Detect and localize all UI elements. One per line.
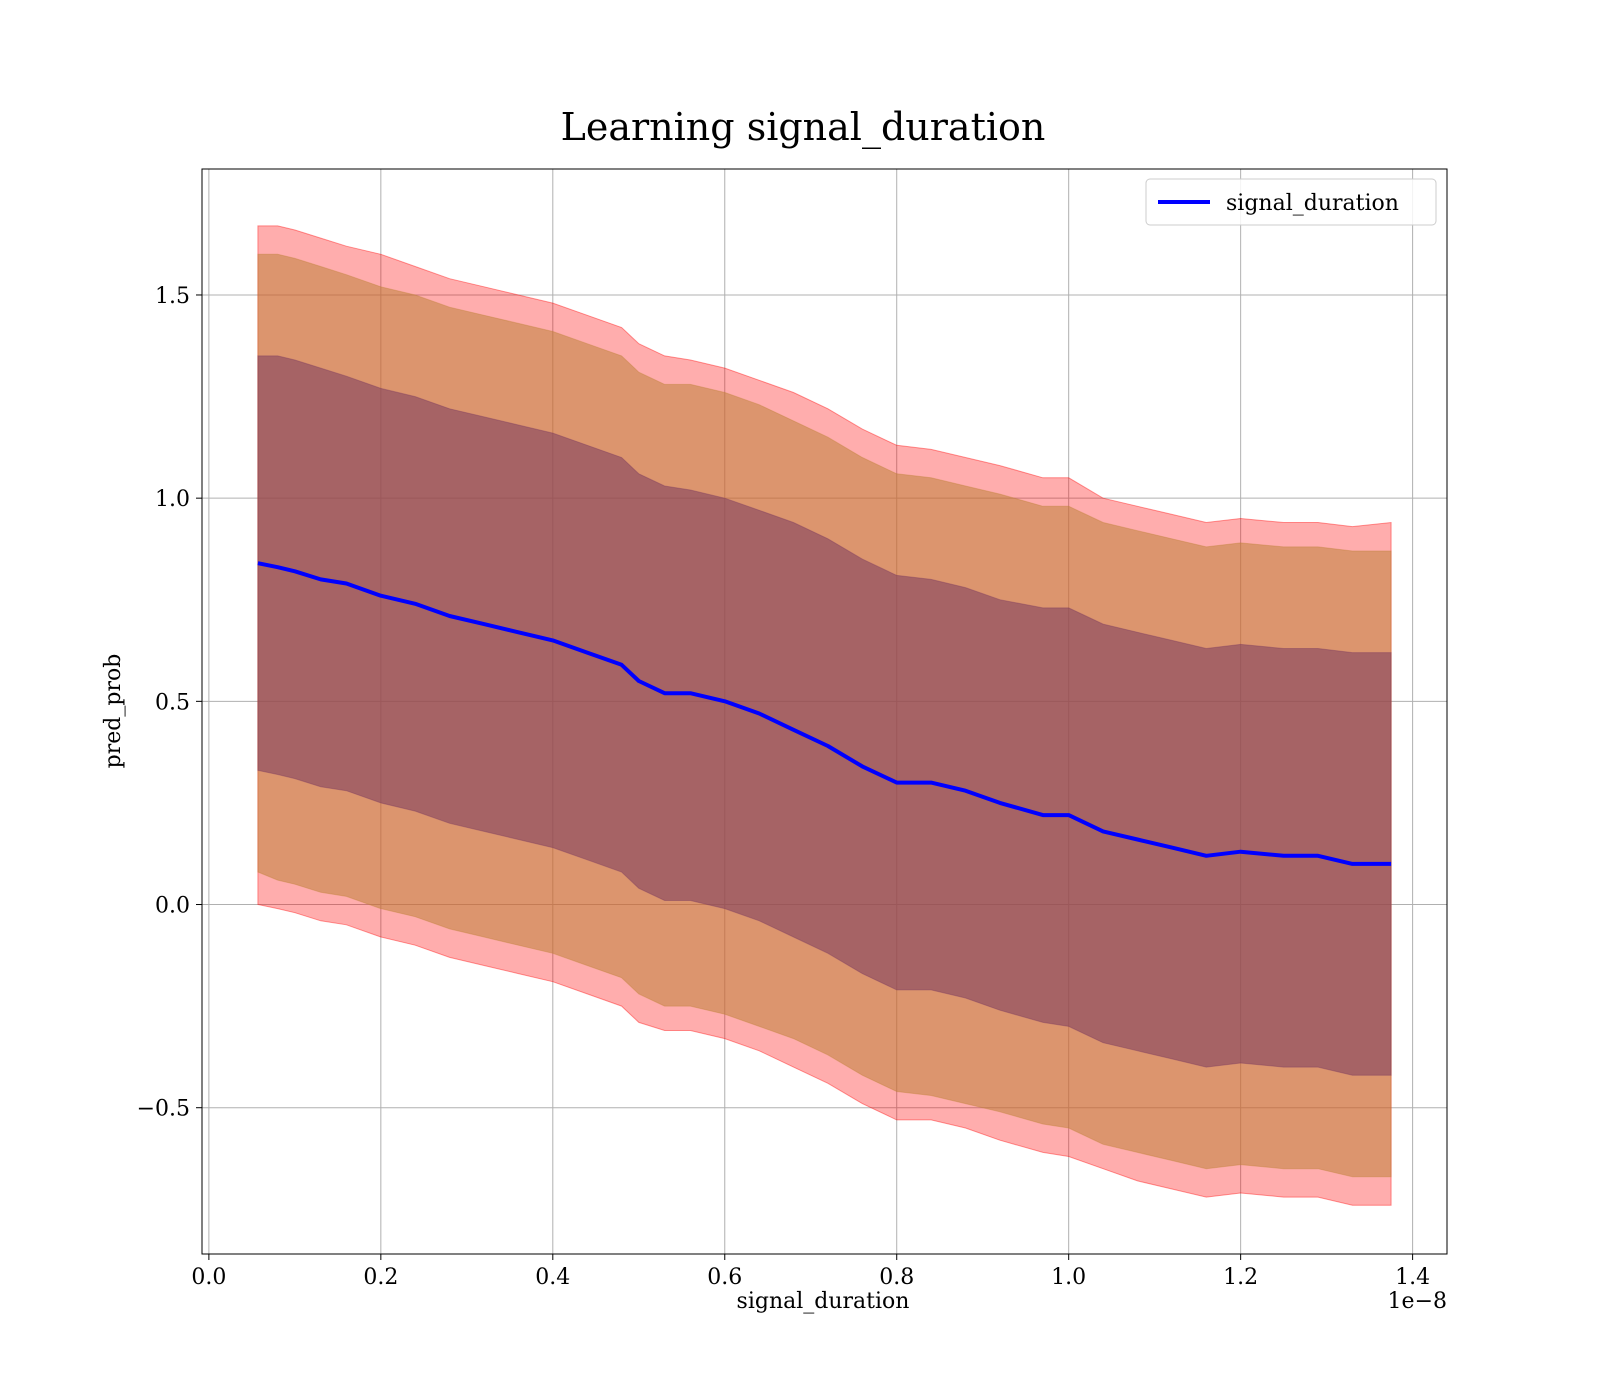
x-tick-label: 1.0 <box>1051 1265 1086 1290</box>
band-inner <box>257 355 1392 1076</box>
chart-title: Learning signal_duration <box>561 105 1046 150</box>
y-tick-label: 0.0 <box>155 894 190 919</box>
x-tick-label: 1.2 <box>1223 1265 1258 1290</box>
x-tick-label: 0.6 <box>707 1265 742 1290</box>
x-tick-label: 0.0 <box>191 1265 226 1290</box>
y-tick-label: 1.0 <box>155 487 190 512</box>
y-tick-label: 1.5 <box>155 284 190 309</box>
y-axis-label: pred_prob <box>101 654 126 769</box>
y-axis-ticks: −0.5 0.0 0.5 1.0 1.5 <box>137 284 202 1122</box>
y-tick-label: −0.5 <box>137 1097 190 1122</box>
confidence-bands <box>257 225 1392 1206</box>
x-tick-label: 0.2 <box>363 1265 398 1290</box>
x-tick-label: 1.4 <box>1395 1265 1430 1290</box>
legend-box <box>1145 178 1437 226</box>
x-axis-label: signal_duration <box>737 1289 910 1314</box>
series-lines <box>257 561 1392 866</box>
plot-frame <box>201 168 1448 1255</box>
x-tick-label: 0.8 <box>879 1265 914 1290</box>
legend-label: signal_duration <box>1226 191 1399 216</box>
legend: signal_duration <box>1145 178 1437 226</box>
x-axis-ticks: 0.0 0.2 0.4 0.6 0.8 1.0 1.2 1.4 <box>191 1254 1430 1290</box>
x-axis-offset-label: 1e−8 <box>1388 1289 1447 1314</box>
x-tick-label: 0.4 <box>535 1265 570 1290</box>
y-tick-label: 0.5 <box>155 690 190 715</box>
series-line-signal_duration <box>257 561 1392 866</box>
